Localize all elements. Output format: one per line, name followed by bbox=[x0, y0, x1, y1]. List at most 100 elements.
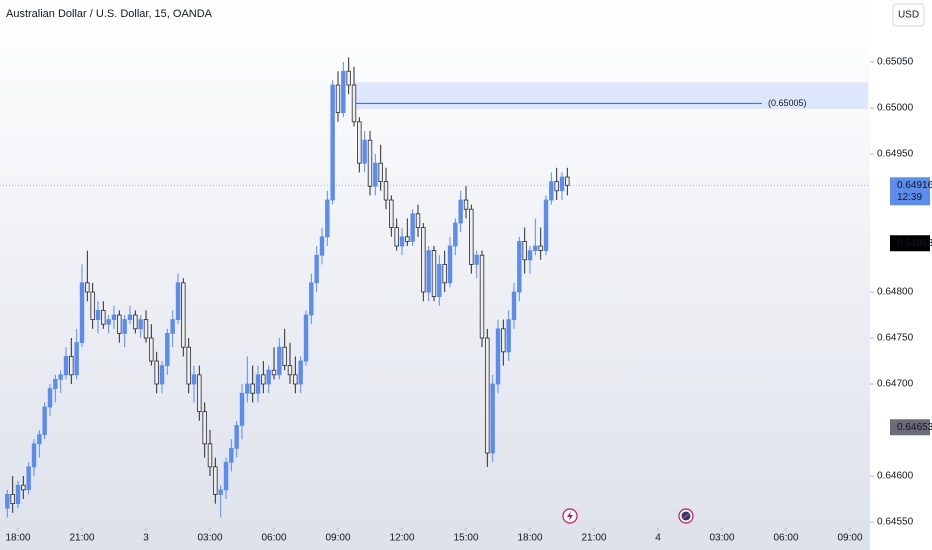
candle-body bbox=[415, 213, 421, 229]
y-tick-label: 0.64550 bbox=[877, 517, 914, 528]
candle-body bbox=[533, 245, 538, 252]
candle-body bbox=[559, 176, 565, 192]
candle-body bbox=[10, 494, 15, 505]
candle-body bbox=[485, 337, 490, 454]
x-tick-label: 4 bbox=[655, 533, 661, 544]
candle-body bbox=[357, 121, 362, 164]
price-label: 0.64916 bbox=[897, 180, 932, 191]
currency-button[interactable] bbox=[892, 3, 925, 27]
candle-body bbox=[47, 388, 53, 408]
candle-body bbox=[501, 328, 506, 353]
event-icon[interactable] bbox=[678, 508, 694, 524]
candle-body bbox=[239, 392, 245, 426]
candle-body bbox=[229, 448, 234, 463]
candle-body bbox=[69, 356, 74, 376]
candle-body bbox=[90, 291, 95, 321]
candle-body bbox=[378, 162, 383, 183]
price-zone bbox=[354, 82, 868, 109]
candle-body bbox=[202, 411, 207, 445]
candle-body bbox=[159, 365, 165, 385]
candle-body bbox=[21, 484, 26, 491]
candle-body bbox=[399, 236, 405, 247]
candle-body bbox=[293, 374, 298, 385]
candle-body bbox=[271, 369, 277, 376]
x-tick-label: 12:00 bbox=[389, 533, 414, 544]
candle-body bbox=[138, 319, 143, 330]
candle-body bbox=[405, 236, 410, 242]
candle-body bbox=[218, 489, 223, 495]
candle-body bbox=[191, 374, 197, 385]
price-label: 0.64853 bbox=[897, 238, 932, 249]
candle-body bbox=[335, 84, 341, 114]
candle-body bbox=[133, 314, 138, 330]
y-tick-label: 0.64700 bbox=[877, 379, 914, 390]
y-tick-label: 0.64750 bbox=[877, 333, 914, 344]
candle-body bbox=[58, 374, 63, 380]
candle-body bbox=[154, 360, 159, 385]
candle-body bbox=[341, 70, 346, 114]
candle-body bbox=[186, 346, 191, 385]
price-label-box bbox=[890, 235, 930, 252]
candle-body bbox=[330, 84, 335, 201]
candle-body bbox=[394, 227, 399, 247]
candle-body bbox=[554, 181, 559, 192]
x-tick-label: 21:00 bbox=[69, 533, 94, 544]
candle-body bbox=[538, 245, 543, 252]
candle-body bbox=[95, 310, 101, 321]
candle-body bbox=[15, 484, 21, 505]
candle-body bbox=[165, 333, 170, 367]
candle-body bbox=[85, 282, 90, 293]
x-tick-label: 03:00 bbox=[709, 533, 734, 544]
candle-body bbox=[127, 314, 133, 321]
candle-body bbox=[42, 406, 47, 436]
candle-body bbox=[63, 356, 69, 376]
price-level-label: (0.65005) bbox=[768, 98, 807, 108]
event-icon[interactable] bbox=[562, 508, 578, 524]
candle-body bbox=[287, 365, 293, 376]
x-tick-label: 09:00 bbox=[837, 533, 862, 544]
candle-body bbox=[362, 139, 367, 164]
candle-body bbox=[458, 199, 463, 224]
candle-body bbox=[197, 374, 202, 413]
candle-body bbox=[469, 208, 474, 265]
candle-body bbox=[37, 434, 42, 445]
candle-body bbox=[223, 461, 229, 491]
candle-body bbox=[495, 328, 501, 385]
candle-body bbox=[149, 337, 154, 362]
currency-label: USD bbox=[898, 10, 919, 21]
candle-body bbox=[255, 374, 261, 394]
candle-body bbox=[511, 291, 517, 321]
candle-body bbox=[314, 254, 319, 284]
candle-body bbox=[346, 70, 351, 86]
candle-body bbox=[261, 374, 266, 385]
y-tick-label: 0.65050 bbox=[877, 57, 914, 68]
candle-body bbox=[565, 176, 570, 186]
candle-body bbox=[298, 360, 303, 385]
candle-body bbox=[437, 264, 442, 298]
y-tick-label: 0.64600 bbox=[877, 471, 914, 482]
y-tick-label: 0.65000 bbox=[877, 103, 914, 114]
y-tick-label: 0.64950 bbox=[877, 149, 914, 160]
x-tick-label: 18:00 bbox=[5, 533, 30, 544]
candle-body bbox=[122, 319, 127, 334]
plot-layer: (0.65005) bbox=[0, 57, 870, 518]
candle-body bbox=[117, 314, 122, 334]
candle-body bbox=[506, 319, 511, 353]
price-label-box bbox=[890, 419, 930, 436]
candle-body bbox=[74, 342, 79, 376]
candle-body bbox=[325, 199, 330, 238]
candle-body bbox=[517, 241, 522, 293]
candle-body bbox=[277, 346, 282, 376]
x-tick-label: 03:00 bbox=[197, 533, 222, 544]
candle-body bbox=[319, 236, 325, 256]
candle-body bbox=[143, 319, 149, 339]
candle-body bbox=[463, 199, 469, 210]
candle-body bbox=[101, 310, 106, 325]
candle-body bbox=[479, 254, 485, 339]
candle-body bbox=[453, 222, 458, 247]
candle-body bbox=[175, 282, 181, 321]
x-tick-label: 06:00 bbox=[261, 533, 286, 544]
x-tick-label: 06:00 bbox=[773, 533, 798, 544]
